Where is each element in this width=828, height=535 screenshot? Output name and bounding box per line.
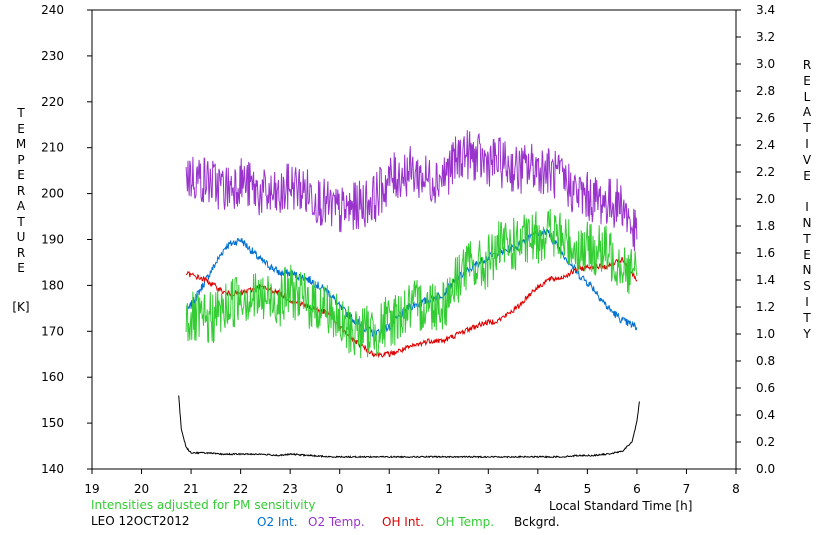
x-tick-label: 0 <box>336 482 344 496</box>
axis-label-letter: P <box>17 152 25 167</box>
y-right-tick-label: 0.8 <box>756 354 775 368</box>
y-left-tick-label: 200 <box>41 187 64 201</box>
plot-frame <box>91 9 737 470</box>
axis-label-letter: R <box>802 58 812 72</box>
axis-label-letter: E <box>17 261 25 275</box>
x-tick-label: 2 <box>435 482 443 496</box>
axis-label-letter: U <box>16 230 26 244</box>
axis-label-letter: N <box>802 215 812 230</box>
axis-label-letter: E <box>17 121 25 136</box>
x-tick-label: 19 <box>84 482 99 496</box>
y-right-tick-label: 0.2 <box>756 435 775 449</box>
y-left-tick-label: 220 <box>41 95 64 109</box>
y-right-tick-label: 0.0 <box>756 462 775 476</box>
axis-label-letter: E <box>803 168 811 183</box>
y-left-tick-label: 180 <box>41 278 64 292</box>
y-left-tick-label: 170 <box>41 324 64 338</box>
y-left-tick-label: 240 <box>41 3 64 17</box>
y-right-tick-label: 1.4 <box>756 273 775 287</box>
y-right-tick-label: 2.0 <box>756 192 775 206</box>
axis-label-letter: T <box>803 121 811 136</box>
legend-oh-int: OH Int. <box>382 515 424 529</box>
y-right-tick-label: 0.4 <box>756 408 775 422</box>
legend-bckgrd: Bckgrd. <box>514 515 560 529</box>
axis-label-letter: N <box>802 263 812 278</box>
axis-label-letter: E <box>17 168 25 182</box>
legend-oh-temp: OH Temp. <box>436 515 495 529</box>
axis-label-letter: V <box>802 152 812 167</box>
axis-label-letter: R <box>16 245 26 260</box>
y-left-tick-label: 160 <box>41 370 64 384</box>
series-layer <box>178 130 640 459</box>
y-right-tick-label: 3.0 <box>756 57 775 71</box>
x-tick-label: 20 <box>134 482 149 496</box>
y-left-tick-label: 210 <box>41 141 64 155</box>
y-right-tick-label: 2.6 <box>756 111 775 125</box>
axis-label-letter: R <box>16 183 26 198</box>
axis-label-letter: T <box>17 106 25 120</box>
label-layer: 19 20 21 22 23 0 1 2 3 4 5 6 7 8140150160170180190200… <box>41 3 775 496</box>
x-tick-label: 1 <box>385 482 393 496</box>
axis-label-letter: S <box>803 279 811 294</box>
axis-label-letter: E <box>803 73 811 88</box>
y-left-tick-label: 190 <box>41 233 64 247</box>
axis-label-letter: L <box>803 89 811 104</box>
y-right-tick-label: 2.8 <box>756 84 775 98</box>
x-tick-label: 8 <box>732 482 740 496</box>
x-tick-label: 23 <box>283 482 298 496</box>
adjustment-note: Intensities adjusted for PM sensitivity <box>91 498 316 512</box>
series-line-bckgrd <box>178 395 640 459</box>
axis-label-letter <box>800 184 814 200</box>
x-axis-label: Local Standard Time [h] <box>549 499 693 513</box>
axis-label-letter: T <box>17 214 25 229</box>
axis-label-letter: T <box>803 231 811 246</box>
axis-label-letter: I <box>805 200 809 215</box>
x-tick-label: 4 <box>534 482 542 496</box>
axis-label-letter: T <box>803 310 811 325</box>
x-tick-label: 3 <box>484 482 492 496</box>
y-right-tick-label: 1.0 <box>756 327 775 341</box>
x-tick-label: 21 <box>183 482 198 496</box>
y-left-tick-label: 140 <box>41 462 64 476</box>
axis-label-letter: A <box>802 105 812 120</box>
axis-label-letter: E <box>803 247 811 262</box>
y-left-axis-unit: [K] <box>12 300 30 314</box>
y-right-tick-label: 2.4 <box>756 138 775 152</box>
legend-o2-temp: O2 Temp. <box>308 515 365 529</box>
y-right-tick-label: 0.6 <box>756 381 775 395</box>
axis-label-letter: M <box>15 137 27 151</box>
x-tick-label: 7 <box>683 482 691 496</box>
station-label: LEO 12OCT2012 <box>91 514 190 528</box>
axis-label-letter: A <box>16 199 26 213</box>
y-right-tick-label: 1.8 <box>756 219 775 233</box>
y-right-tick-label: 3.4 <box>756 3 775 17</box>
y-right-tick-label: 2.2 <box>756 165 775 179</box>
series-line-oh-temp <box>185 208 638 359</box>
y-right-tick-label: 1.6 <box>756 246 775 260</box>
y-right-tick-label: 3.2 <box>756 30 775 44</box>
axis-label-letter: I <box>805 136 809 151</box>
tick-layer <box>87 9 741 474</box>
axis-label-letter: Y <box>803 326 811 341</box>
axis-label-letter: I <box>805 294 809 309</box>
series-line-o2-temp <box>185 130 638 252</box>
y-right-tick-label: 1.2 <box>756 300 775 314</box>
x-tick-label: 5 <box>584 482 592 496</box>
y-left-tick-label: 230 <box>41 49 64 63</box>
legend-o2-int: O2 Int. <box>257 515 298 529</box>
x-tick-label: 22 <box>233 482 248 496</box>
x-tick-label: 6 <box>633 482 641 496</box>
y-left-tick-label: 150 <box>41 416 64 430</box>
